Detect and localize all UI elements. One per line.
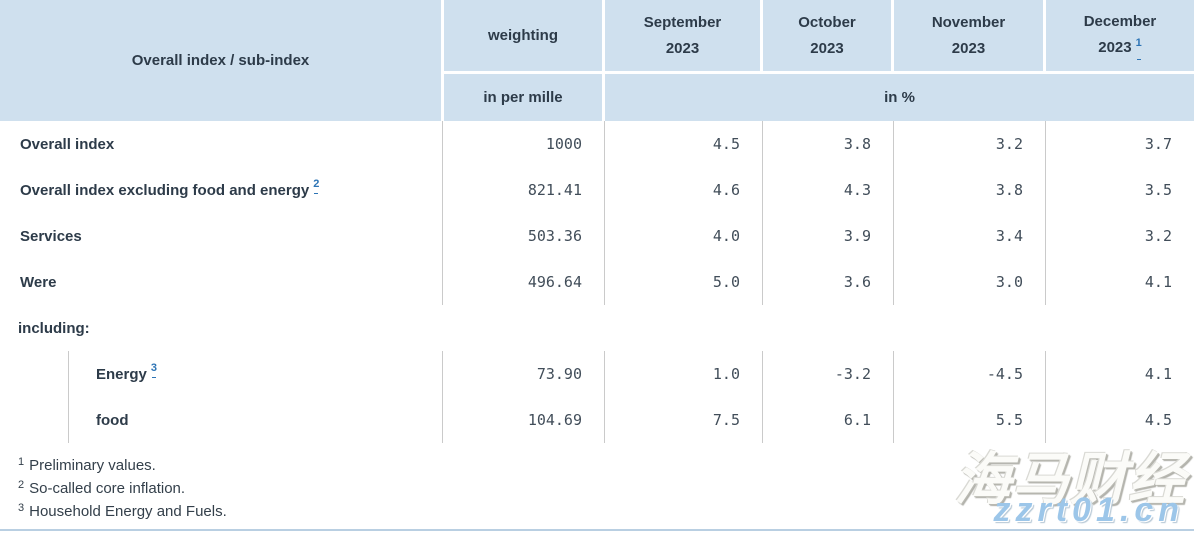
value-september: 7.5: [604, 397, 762, 443]
footnote-2-marker: 2: [18, 479, 25, 491]
weighting-value: 104.69: [442, 397, 604, 443]
footnote-3: 3 Household Energy and Fuels.: [18, 501, 227, 524]
value-december: 3.2: [1045, 213, 1194, 259]
row-label: Overall index: [0, 121, 442, 167]
value-december: 4.1: [1045, 351, 1194, 397]
value-november: 3.8: [893, 167, 1045, 213]
value-october: 3.8: [762, 121, 893, 167]
value-december: 4.1: [1045, 259, 1194, 305]
value-october: -3.2: [762, 351, 893, 397]
header-month-october: October 2023: [763, 0, 891, 71]
month-year: 2023 1: [1084, 35, 1157, 62]
row-label-text: Were: [20, 273, 57, 291]
section-label: including:: [0, 305, 1194, 351]
value-september: 1.0: [604, 351, 762, 397]
month-name: December: [1083, 13, 1157, 30]
footnote-ref-2-link[interactable]: 2: [313, 178, 320, 194]
footnote-3-text: Household Energy and Fuels.: [29, 503, 227, 520]
row-label: Were: [0, 259, 442, 305]
weighting-value: 496.64: [442, 259, 604, 305]
section-label-text: including:: [18, 319, 90, 337]
row-label-text: food: [96, 411, 129, 429]
unit-per-mille-label: in per mille: [483, 88, 563, 106]
value-october: 4.3: [762, 167, 893, 213]
month-year: 2023: [665, 39, 700, 57]
header-unit-percent: in %: [605, 74, 1194, 121]
value-november: 5.5: [893, 397, 1045, 443]
footnote-ref-1-link[interactable]: 1: [1136, 30, 1142, 60]
table-row-food: food 104.69 7.5 6.1 5.5 4.5: [0, 397, 1194, 443]
month-year-text: 2023: [1098, 39, 1132, 56]
header-month-september: September 2023: [605, 0, 760, 71]
unit-percent-label: in %: [884, 88, 915, 106]
month-name: November: [931, 13, 1006, 31]
row-label: Energy 3: [0, 351, 442, 397]
footnote-3-marker: 3: [18, 502, 25, 514]
value-november: 3.0: [893, 259, 1045, 305]
header-weighting: weighting: [444, 0, 602, 71]
footnote-2: 2 So-called core inflation.: [18, 478, 227, 501]
month-year: 2023: [810, 39, 844, 57]
month-name: September: [643, 13, 722, 31]
footnote-2-text: So-called core inflation.: [29, 480, 186, 497]
watermark-brand: 海马财经: [954, 447, 1186, 513]
row-label: Services: [0, 213, 442, 259]
value-december: 4.5: [1045, 397, 1194, 443]
value-september: 4.0: [604, 213, 762, 259]
weighting-value: 1000: [442, 121, 604, 167]
value-september: 5.0: [604, 259, 762, 305]
row-label: food: [0, 397, 442, 443]
value-october: 3.9: [762, 213, 893, 259]
value-december: 3.7: [1045, 121, 1194, 167]
value-october: 3.6: [762, 259, 893, 305]
bottom-divider: [0, 529, 1194, 531]
indent-group: Energy 3: [68, 351, 157, 397]
header-month-november: November 2023: [894, 0, 1043, 71]
table-row-services: Services 503.36 4.0 3.9 3.4 3.2: [0, 213, 1194, 259]
table-row-goods: Were 496.64 5.0 3.6 3.0 4.1: [0, 259, 1194, 305]
table-row-overall-index: Overall index 1000 4.5 3.8 3.2 3.7: [0, 121, 1194, 167]
table-section-including: including:: [0, 305, 1194, 351]
table-row-core-inflation: Overall index excluding food and energy 2…: [0, 167, 1194, 213]
weighting-value: 73.90: [442, 351, 604, 397]
header-weighting-label: weighting: [488, 26, 558, 44]
month-year: 2023: [951, 39, 986, 57]
row-label: Overall index excluding food and energy 2: [0, 167, 442, 213]
footnote-1-marker: 1: [18, 456, 25, 468]
weighting-value: 821.41: [442, 167, 604, 213]
weighting-value: 503.36: [442, 213, 604, 259]
watermark-domain: zzrt01.cn: [993, 491, 1184, 529]
row-label-text: Energy: [96, 365, 147, 383]
row-label-text: Services: [20, 227, 82, 245]
row-label-text: Overall index: [20, 135, 115, 153]
row-label-text: Overall index excluding food and energy: [20, 181, 310, 199]
table-row-energy: Energy 3 73.90 1.0 -3.2 -4.5 4.1: [0, 351, 1194, 397]
value-october: 6.1: [762, 397, 893, 443]
value-september: 4.6: [604, 167, 762, 213]
value-november: 3.2: [893, 121, 1045, 167]
footnote-ref-3-link[interactable]: 3: [150, 362, 157, 378]
header-month-december: December 2023 1: [1046, 0, 1194, 71]
value-december: 3.5: [1045, 167, 1194, 213]
month-name: October: [798, 13, 856, 31]
footnote-1-text: Preliminary values.: [29, 457, 156, 474]
header-index-column: Overall index / sub-index: [0, 0, 441, 121]
footnotes: 1 Preliminary values. 2 So-called core inf…: [18, 455, 227, 524]
value-november: -4.5: [893, 351, 1045, 397]
value-november: 3.4: [893, 213, 1045, 259]
table-body: Overall index 1000 4.5 3.8 3.2 3.7 Overa…: [0, 121, 1194, 443]
value-september: 4.5: [604, 121, 762, 167]
footnote-1: 1 Preliminary values.: [18, 455, 227, 478]
header-unit-per-mille: in per mille: [444, 74, 602, 121]
indent-group: food: [68, 397, 128, 443]
header-index-label: Overall index / sub-index: [131, 51, 310, 69]
